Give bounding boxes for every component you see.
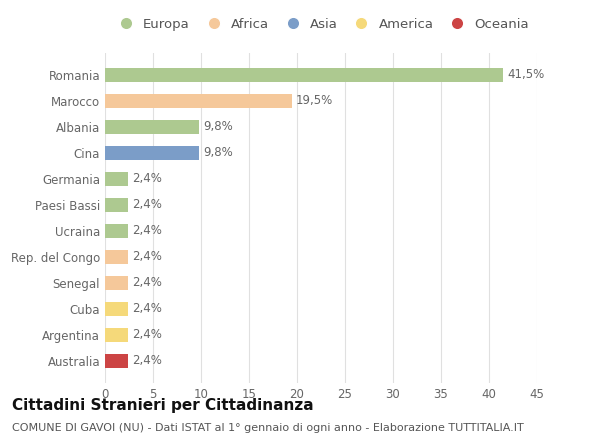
Text: 2,4%: 2,4%	[132, 172, 162, 185]
Text: 2,4%: 2,4%	[132, 354, 162, 367]
Bar	[105, 353, 128, 368]
Bar	[105, 224, 128, 238]
Legend: Europa, Africa, Asia, America, Oceania: Europa, Africa, Asia, America, Oceania	[107, 13, 535, 37]
Bar	[105, 172, 128, 186]
Text: 2,4%: 2,4%	[132, 328, 162, 341]
Bar	[105, 68, 503, 82]
Text: 9,8%: 9,8%	[203, 121, 233, 133]
Text: 2,4%: 2,4%	[132, 276, 162, 289]
Bar	[105, 198, 128, 212]
Bar	[105, 146, 199, 160]
Text: 41,5%: 41,5%	[507, 69, 544, 81]
Text: 2,4%: 2,4%	[132, 302, 162, 315]
Text: 9,8%: 9,8%	[203, 147, 233, 159]
Text: 2,4%: 2,4%	[132, 250, 162, 263]
Bar	[105, 327, 128, 342]
Text: 2,4%: 2,4%	[132, 224, 162, 237]
Bar	[105, 301, 128, 316]
Text: 19,5%: 19,5%	[296, 95, 333, 107]
Bar	[105, 275, 128, 290]
Text: 2,4%: 2,4%	[132, 198, 162, 211]
Bar	[105, 94, 292, 108]
Bar	[105, 249, 128, 264]
Text: COMUNE DI GAVOI (NU) - Dati ISTAT al 1° gennaio di ogni anno - Elaborazione TUTT: COMUNE DI GAVOI (NU) - Dati ISTAT al 1° …	[12, 423, 524, 433]
Text: Cittadini Stranieri per Cittadinanza: Cittadini Stranieri per Cittadinanza	[12, 398, 314, 413]
Bar	[105, 120, 199, 134]
